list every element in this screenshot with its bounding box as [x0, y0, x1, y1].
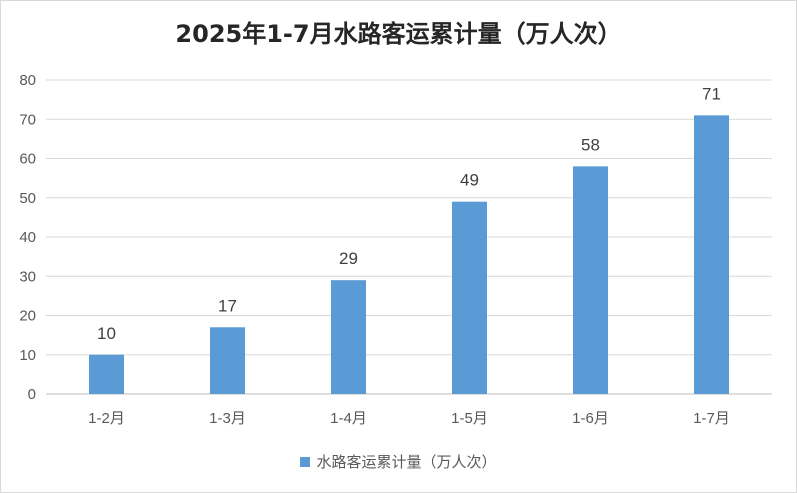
y-tick-label: 20 — [19, 308, 36, 325]
x-tick-label: 1-2月 — [88, 410, 125, 427]
bar — [331, 280, 366, 394]
chart-title: 2025年1-7月水路客运累计量（万人次） — [175, 20, 622, 48]
bar — [452, 201, 487, 394]
y-tick-label: 30 — [19, 268, 36, 285]
gridlines — [46, 79, 772, 395]
data-label: 29 — [339, 249, 358, 268]
data-labels: 10 17 29 49 58 71 — [97, 84, 721, 342]
x-tick-label: 1-3月 — [209, 410, 246, 427]
y-tick-label: 40 — [19, 229, 36, 246]
legend-label: 水路客运累计量（万人次） — [316, 453, 497, 471]
y-tick-label: 70 — [19, 111, 36, 128]
data-label: 10 — [97, 324, 116, 343]
data-label: 58 — [581, 135, 600, 154]
legend: 水路客运累计量（万人次） — [0, 451, 797, 472]
y-tick-label: 50 — [19, 190, 36, 207]
bars — [89, 115, 729, 394]
y-tick-label: 10 — [19, 347, 36, 364]
y-tick-label: 0 — [28, 386, 36, 403]
x-tick-label: 1-5月 — [451, 410, 488, 427]
y-tick-label: 60 — [19, 151, 36, 168]
y-axis-ticks: 0 10 20 30 40 50 60 70 80 — [19, 72, 36, 403]
data-label: 71 — [702, 84, 721, 103]
legend-swatch — [300, 456, 311, 467]
y-tick-label: 80 — [19, 72, 36, 89]
x-axis-ticks: 1-2月 1-3月 1-4月 1-5月 1-6月 1-7月 — [88, 410, 730, 427]
bar — [210, 327, 245, 394]
x-tick-label: 1-4月 — [330, 410, 367, 427]
bar — [573, 166, 608, 394]
bar — [694, 115, 729, 394]
x-tick-label: 1-7月 — [693, 410, 730, 427]
x-tick-label: 1-6月 — [572, 410, 609, 427]
data-label: 49 — [460, 171, 479, 190]
bar — [89, 354, 124, 394]
data-label: 17 — [218, 296, 237, 315]
